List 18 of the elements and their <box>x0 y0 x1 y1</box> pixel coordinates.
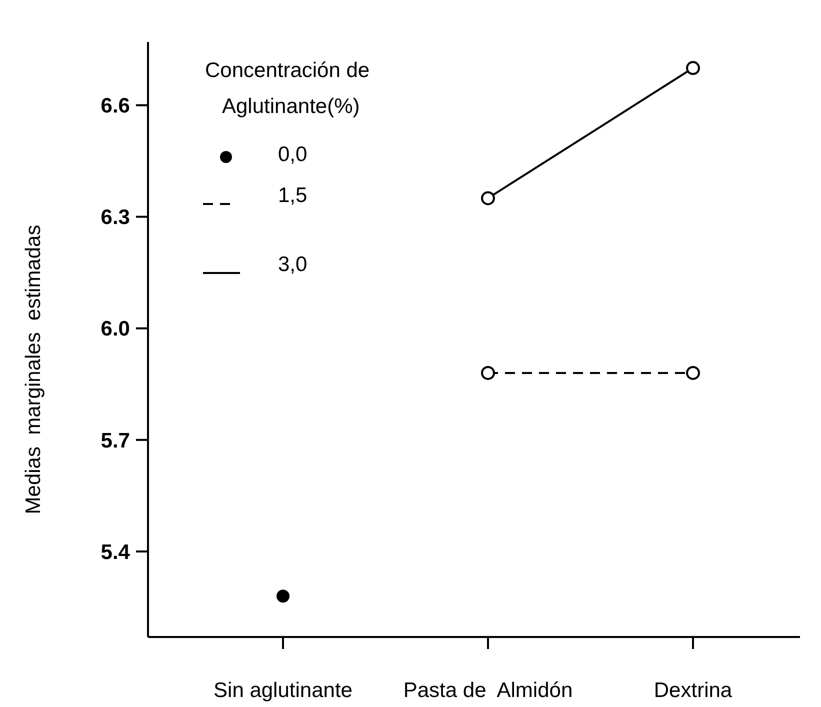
y-tick-label: 5.4 <box>100 540 130 564</box>
point <box>481 366 495 380</box>
y-tick-label: 6.6 <box>100 94 130 118</box>
point <box>686 61 700 76</box>
legend-title: Concentración de Aglutinante(%) <box>205 59 370 118</box>
legend-label: 1,5 <box>278 184 308 207</box>
point <box>276 590 290 603</box>
y-tick-label: 6.0 <box>100 318 130 341</box>
point <box>481 191 495 206</box>
x-tick-label: Sin aglutinante <box>214 679 352 702</box>
y-tick-label: 5.7 <box>100 429 130 452</box>
legend-label: 0,0 <box>278 143 308 166</box>
point <box>686 366 700 380</box>
x-tick-label: Pasta de Almidón <box>403 679 573 702</box>
y-axis-title: Medias marginales estimadas <box>22 224 45 514</box>
x-tick-label: Dextrina <box>654 679 732 702</box>
y-tick-label: 6.3 <box>100 206 130 230</box>
legend-label: 3,0 <box>278 253 308 276</box>
